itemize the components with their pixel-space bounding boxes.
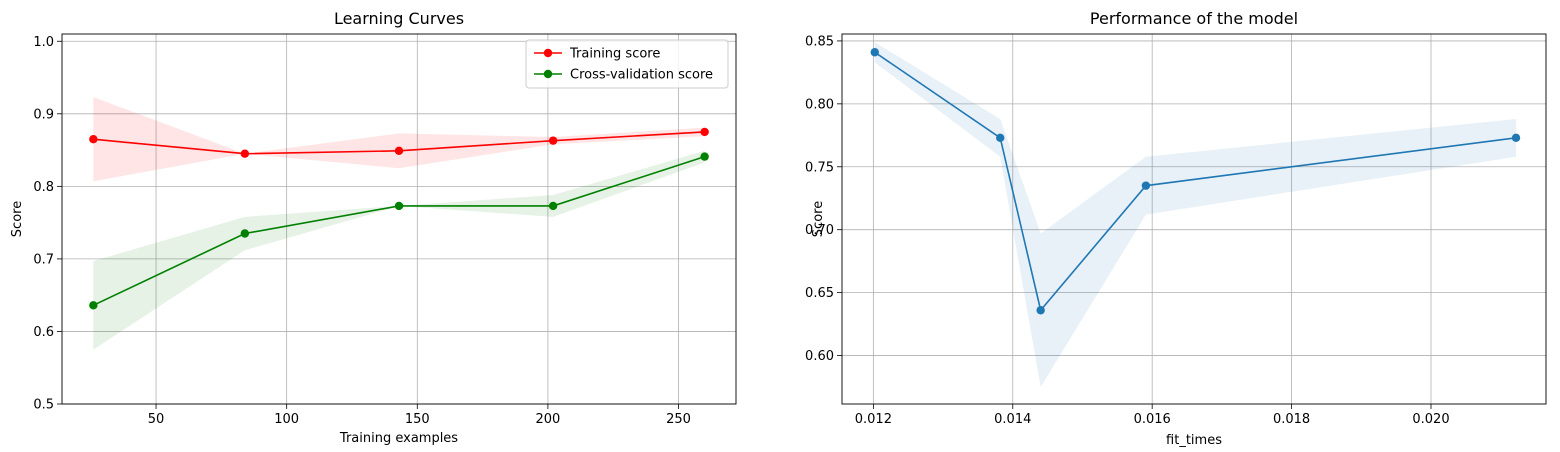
data-point [1511,133,1521,143]
y-axis-label: Score [811,201,826,237]
data-point [700,127,709,137]
data-point [870,48,879,57]
legend: Training score Cross-validation score [525,39,729,89]
y-tick-label: 0.9 [33,107,54,122]
data-point [394,201,404,211]
plot-area [62,34,736,404]
x-tick-label: 250 [666,412,691,427]
data-point [548,201,558,211]
chart-title: Learning Curves [334,9,464,28]
x-axis-label: Training examples [339,431,458,446]
x-tick-label: 0.020 [1412,412,1449,427]
data-point [1141,181,1151,190]
y-tick-label: 0.7 [33,252,54,267]
x-tick-label: 0.016 [1134,412,1171,427]
y-tick-label: 0.60 [805,349,834,364]
y-axis-label: Score [10,201,25,237]
x-tick-label: 0.018 [1273,412,1310,427]
legend-label: Cross-validation score [570,68,713,83]
data-point [996,133,1005,143]
x-tick-label: 0.014 [994,412,1031,427]
y-tick-label: 0.85 [805,34,834,49]
axes-frame [61,33,737,405]
y-tick-label: 0.8 [33,180,54,195]
x-tick-label: 50 [148,412,165,427]
legend-label: Training score [569,47,660,62]
y-tick-label: 0.5 [33,398,54,413]
x-tick-label: 0.012 [855,412,892,427]
confidence-band [93,150,705,350]
x-axis-label: fit_times [1166,433,1222,448]
legend-marker [543,48,553,58]
y-tick-label: 0.70 [805,223,834,238]
y-tick-label: 0.6 [33,325,54,340]
confidence-band [93,97,705,182]
y-tick-label: 0.65 [805,286,834,301]
data-point [1036,306,1045,315]
chart-title: Performance of the model [1090,9,1298,28]
plot-area [842,34,1546,404]
performance-chart: 0.012 0.014 0.016 0.018 0.020 0.60 0.65 0.70 0.… [805,9,1547,448]
y-tick-label: 1.0 [33,35,54,50]
x-tick-label: 200 [535,412,560,427]
data-point [394,146,404,156]
learning-curves-chart: 50 100 150 200 250 0.5 0.6 0.7 0.8 0.9 1.0 Learni… [10,9,737,446]
axes-frame [841,33,1547,405]
data-point [89,301,98,310]
data-point [240,149,250,158]
data-point [89,134,98,144]
y-tick-label: 0.80 [805,97,834,112]
data-point [700,152,709,161]
confidence-band [874,42,1517,388]
data-point [548,136,558,145]
legend-box [525,39,729,89]
legend-marker [543,69,553,79]
y-tick-label: 0.75 [805,160,834,175]
data-point [240,229,250,238]
x-tick-label: 100 [274,412,299,427]
x-tick-label: 150 [405,412,430,427]
